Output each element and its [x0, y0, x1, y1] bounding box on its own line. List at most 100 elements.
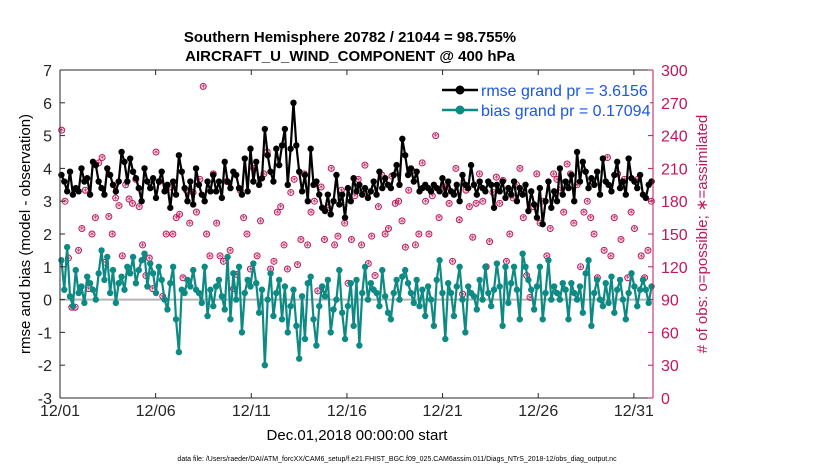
bias-point [625, 289, 632, 297]
obs-assimilated-marker: * [578, 263, 583, 274]
obs-assimilated-marker: * [359, 241, 364, 252]
bias-point [118, 273, 125, 280]
obs-possible-marker [361, 161, 369, 169]
rmse-point [528, 188, 535, 195]
bias-point [141, 250, 148, 257]
bias-point [447, 289, 455, 297]
obs-assimilated-marker: * [406, 187, 411, 198]
plot-area [60, 70, 653, 398]
obs-possible-marker [550, 170, 558, 178]
bias-point [442, 335, 449, 343]
obs-possible-marker [368, 232, 376, 240]
y-left-tick-label: 6 [43, 96, 52, 113]
rmse-point [158, 168, 165, 175]
obs-assimilated-marker: * [369, 233, 374, 244]
obs-possible-marker [358, 241, 366, 249]
bias-point [528, 286, 535, 293]
rmse-point [390, 171, 397, 179]
legend: rmse grand pr = 3.6156 bias grand pr = 0… [436, 80, 651, 120]
bias-point [622, 316, 629, 323]
bias-point [161, 296, 168, 303]
obs-assimilated-marker: * [285, 265, 290, 276]
obs-assimilated-marker: * [450, 258, 455, 269]
rmse-point [413, 168, 420, 175]
bias-point [493, 260, 501, 267]
y-left-tick-label: 1 [43, 260, 52, 277]
obs-assimilated-marker: * [571, 220, 576, 231]
bias-point [224, 253, 231, 261]
bias-point [190, 266, 197, 274]
obs-possible-marker [435, 214, 443, 222]
rmse-point [513, 198, 521, 205]
rmse-point [496, 188, 503, 195]
obs-possible-marker [105, 213, 113, 221]
rmse-point [227, 184, 234, 192]
obs-assimilated-marker: * [120, 252, 125, 263]
bias-point [422, 312, 429, 320]
rmse-point [396, 181, 403, 188]
obs-assimilated-marker: * [528, 294, 533, 305]
obs-possible-marker [334, 232, 342, 240]
obs-assimilated-marker: * [309, 209, 314, 220]
obs-assimilated-marker: * [362, 162, 367, 173]
obs-possible-marker [186, 219, 194, 227]
obs-assimilated-marker: * [507, 231, 512, 242]
rmse-point [439, 175, 446, 182]
bias-point [539, 316, 546, 323]
bias-point [175, 348, 183, 356]
rmse-point [442, 191, 449, 198]
bias-point [255, 309, 263, 316]
rmse-point [287, 145, 294, 152]
obs-assimilated-marker: * [548, 225, 553, 236]
bias-point [310, 316, 317, 323]
rmse-point [58, 171, 65, 179]
obs-possible-marker [58, 126, 66, 134]
bias-point [616, 276, 624, 284]
rmse-point [613, 158, 621, 166]
y-axis-label-right: # of obs: o=possible; ∗=assimilated [694, 115, 711, 354]
obs-possible-marker [115, 202, 123, 210]
rmse-point [539, 220, 546, 228]
obs-assimilated-marker: * [255, 252, 260, 263]
obs-assimilated-marker: * [534, 170, 539, 181]
bias-point [307, 273, 314, 280]
bias-point [195, 289, 203, 297]
rmse-point [313, 178, 320, 185]
rmse-point [381, 175, 389, 182]
bias-point [568, 280, 575, 287]
bias-point [648, 283, 655, 290]
rmse-point [588, 175, 595, 182]
bias-point [571, 289, 578, 297]
rmse-point [642, 194, 650, 202]
bias-point [207, 286, 214, 293]
bias-point [456, 263, 463, 270]
bias-point [450, 312, 458, 320]
rmse-point [579, 158, 587, 166]
rmse-point [232, 171, 240, 179]
bias-series-layer [58, 243, 655, 369]
bias-point [147, 260, 154, 267]
rmse-point [112, 188, 120, 195]
obs-possible-marker [422, 197, 430, 205]
bias-point [613, 286, 621, 293]
obs-assimilated-marker: * [376, 203, 381, 214]
obs-possible-marker [617, 235, 625, 243]
rmse-point [195, 181, 203, 188]
obs-assimilated-marker: * [154, 149, 159, 160]
rmse-point [178, 168, 185, 175]
rmse-point [144, 178, 151, 185]
rmse-point [562, 178, 569, 185]
bias-point [270, 312, 277, 320]
bias-point [101, 276, 108, 284]
rmse-point [616, 184, 624, 192]
bias-point [634, 302, 641, 310]
bias-point [642, 286, 650, 293]
obs-assimilated-marker: * [474, 200, 479, 211]
x-tick-label: 12/11 [232, 403, 271, 420]
y-right-tick-label: 150 [661, 227, 688, 244]
obs-assimilated-marker: * [63, 198, 68, 209]
rmse-point [247, 145, 254, 152]
obs-possible-marker [577, 263, 585, 271]
bias-point [628, 270, 635, 277]
obs-assimilated-marker: * [93, 214, 98, 225]
